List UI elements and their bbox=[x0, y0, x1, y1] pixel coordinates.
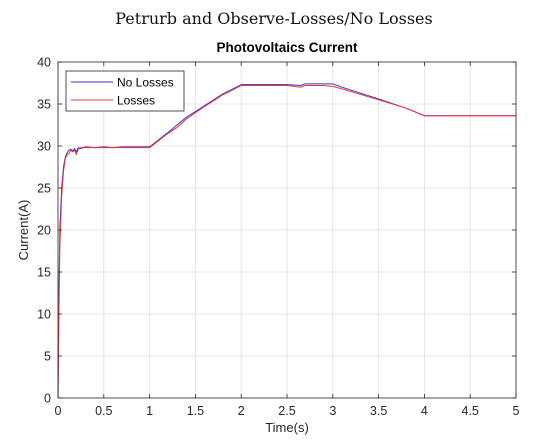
legend-box bbox=[65, 70, 185, 112]
figure-title: Petrurb and Observe-Losses/No Losses bbox=[115, 9, 432, 28]
y-tick-label: 15 bbox=[37, 266, 51, 280]
chart-title: Photovoltaics Current bbox=[216, 40, 358, 55]
y-tick-label: 0 bbox=[44, 392, 51, 406]
x-tick-label: 4 bbox=[421, 404, 428, 418]
y-tick-label: 5 bbox=[44, 350, 51, 364]
x-tick-labels: 0 0.5 1 1.5 2 2.5 3 3.5 4 4.5 5 bbox=[55, 404, 520, 418]
y-tick-label: 30 bbox=[37, 140, 51, 154]
x-tick-label: 1.5 bbox=[187, 404, 204, 418]
y-tick-labels: 0 5 10 15 20 25 30 35 40 bbox=[37, 56, 51, 406]
y-tick-label: 35 bbox=[37, 98, 51, 112]
x-tick-label: 4.5 bbox=[462, 404, 479, 418]
plot-area: 0 0.5 1 1.5 2 2.5 3 3.5 4 4.5 5 0 5 10 15 20 25 30 35 40 bbox=[37, 56, 519, 419]
y-axis-label: Current(A) bbox=[16, 200, 31, 261]
series-line-losses bbox=[57, 85, 516, 399]
x-tick-label: 2.5 bbox=[278, 404, 295, 418]
y-tick-label: 10 bbox=[37, 308, 51, 322]
y-tick-label: 40 bbox=[37, 56, 51, 70]
legend: No Losses Losses bbox=[65, 70, 185, 112]
tick-marks bbox=[57, 61, 517, 399]
x-tick-label: 1 bbox=[146, 404, 153, 418]
x-tick-label: 0 bbox=[55, 404, 62, 418]
x-tick-label: 3.5 bbox=[370, 404, 387, 418]
series-line-no-losses bbox=[57, 83, 516, 399]
y-tick-label: 25 bbox=[37, 182, 51, 196]
x-tick-label: 2 bbox=[238, 404, 245, 418]
x-axis-label: Time(s) bbox=[265, 420, 309, 435]
legend-label-losses: Losses bbox=[117, 94, 155, 108]
x-tick-label: 3 bbox=[329, 404, 336, 418]
y-tick-label: 20 bbox=[37, 224, 51, 238]
x-tick-label: 5 bbox=[513, 404, 520, 418]
series-lines bbox=[57, 83, 516, 399]
x-tick-label: 0.5 bbox=[95, 404, 112, 418]
legend-label-no-losses: No Losses bbox=[117, 76, 174, 90]
